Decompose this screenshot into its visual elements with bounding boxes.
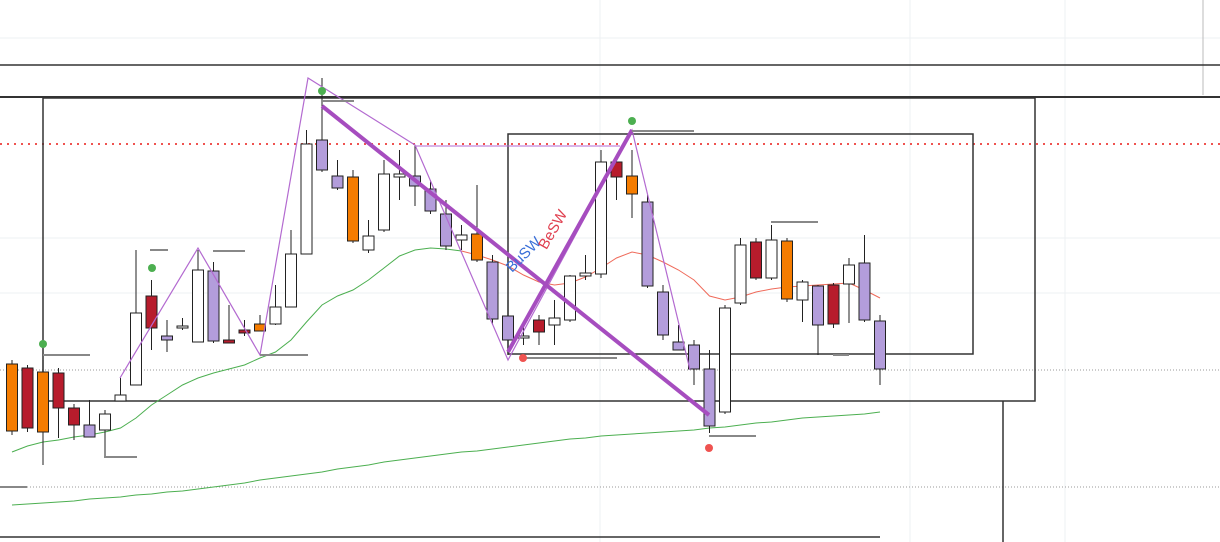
candle-body [765,239,778,279]
candle-body [533,319,545,333]
marks [6,78,886,506]
candle-body [455,234,468,241]
pivot-dot [628,117,636,125]
range-box [507,133,974,355]
candle-body [161,335,173,341]
pivot-dot [148,264,156,272]
ma-line [11,411,881,506]
candle-body [68,407,80,426]
candle-body [874,320,886,370]
candle-body [254,323,266,332]
candle-body [238,329,251,334]
candle-body [858,262,871,321]
candle-body [192,269,204,343]
candle-body [579,272,592,277]
candle-body [362,235,375,251]
candle-body [657,291,669,336]
candle-body [269,306,282,325]
candle-body [502,315,514,341]
ma-line [461,250,881,301]
candle-body [37,371,49,433]
drawings [0,77,849,488]
candle-body [83,424,96,438]
candle-body [688,344,700,370]
pivot-dot [39,340,47,348]
pivot-dot [705,444,713,452]
candle-body [130,312,142,386]
candle-body [300,143,313,255]
candle-body [347,176,359,242]
candle-body [781,240,793,300]
candle-body [672,341,685,351]
candle-body [52,372,65,409]
candle-body [114,394,127,402]
candle-body [812,285,824,326]
pivot-dot [519,354,527,362]
range-box [42,97,1036,402]
candle-body [6,363,18,432]
candle-body [548,317,561,326]
candle-body [734,244,747,304]
candle-body [176,325,189,329]
swing-line [320,104,711,417]
candle-body [626,175,638,195]
candle-body [440,213,452,247]
candle-body [378,173,390,231]
candle-body [99,413,111,431]
candle-body [641,201,654,287]
candle-body [285,253,297,308]
candle-body [843,264,855,285]
candle-body [21,367,34,429]
swing-line [506,129,634,353]
candle-body [207,270,220,342]
candle-body [595,161,607,275]
candle-body [750,241,762,279]
candle-body [486,261,499,320]
candle-body [393,173,406,178]
candle-body [331,175,344,189]
candle-body [316,139,328,171]
candle-body [796,281,809,301]
candle-body [471,233,483,261]
candle-body [703,368,716,427]
candle-body [145,295,158,329]
candle-body [564,275,576,321]
candle-body [223,339,235,344]
candle-body [827,284,840,325]
pivot-dot [318,87,326,95]
candle-body [719,307,731,413]
candle-body [424,188,437,212]
